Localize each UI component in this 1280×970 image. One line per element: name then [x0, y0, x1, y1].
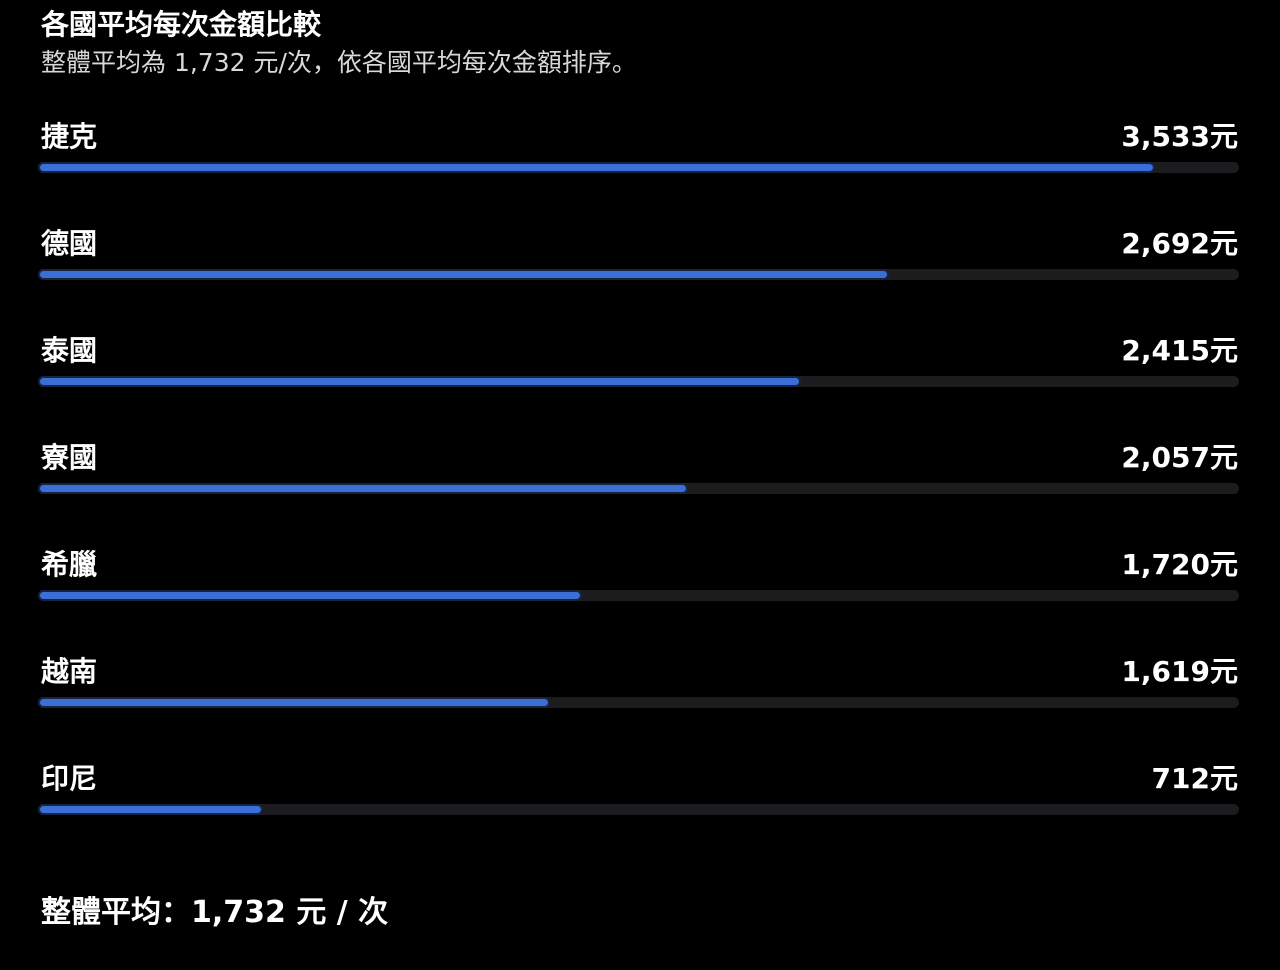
bar — [38, 804, 263, 815]
value-label: 712元 — [1151, 762, 1238, 795]
bar-row: 印尼 712元 — [38, 759, 1239, 829]
bar-track — [38, 697, 1239, 708]
bar — [38, 697, 550, 708]
bar-track — [38, 483, 1239, 494]
bar-chart: 捷克 3,533元德國 2,692元泰國 2,415元寮國 2,057元希臘 1,720元… — [38, 117, 1239, 829]
category-label: 越南 — [41, 655, 98, 688]
chart-subtitle: 整體平均為 1,732 元/次，依各國平均每次金額排序。 — [41, 48, 637, 77]
bar — [38, 162, 1155, 173]
category-label: 泰國 — [41, 334, 98, 367]
bar-track — [38, 590, 1239, 601]
value-label: 2,415元 — [1121, 334, 1238, 367]
bar-row: 泰國 2,415元 — [38, 331, 1239, 401]
value-label: 3,533元 — [1121, 120, 1238, 153]
bar-row: 寮國 2,057元 — [38, 438, 1239, 508]
bar — [38, 483, 688, 494]
bar-track — [38, 162, 1239, 173]
value-label: 1,720元 — [1121, 548, 1238, 581]
category-label: 寮國 — [41, 441, 98, 474]
value-label: 2,057元 — [1121, 441, 1238, 474]
value-label: 1,619元 — [1121, 655, 1238, 688]
bar-row: 捷克 3,533元 — [38, 117, 1239, 187]
bar-row: 德國 2,692元 — [38, 224, 1239, 294]
bar-track — [38, 376, 1239, 387]
bar-row: 希臘 1,720元 — [38, 545, 1239, 615]
value-label: 2,692元 — [1121, 227, 1238, 260]
bar-track — [38, 804, 1239, 815]
bar-row: 越南 1,619元 — [38, 652, 1239, 722]
bar — [38, 590, 582, 601]
category-label: 捷克 — [41, 120, 98, 153]
bar — [38, 269, 889, 280]
chart-title: 各國平均每次金額比較 — [41, 8, 322, 41]
category-label: 希臘 — [41, 548, 98, 581]
bar — [38, 376, 801, 387]
category-label: 印尼 — [41, 762, 98, 795]
bar-track — [38, 269, 1239, 280]
category-label: 德國 — [41, 227, 98, 260]
overall-average-summary: 整體平均：1,732 元 / 次 — [41, 895, 389, 930]
